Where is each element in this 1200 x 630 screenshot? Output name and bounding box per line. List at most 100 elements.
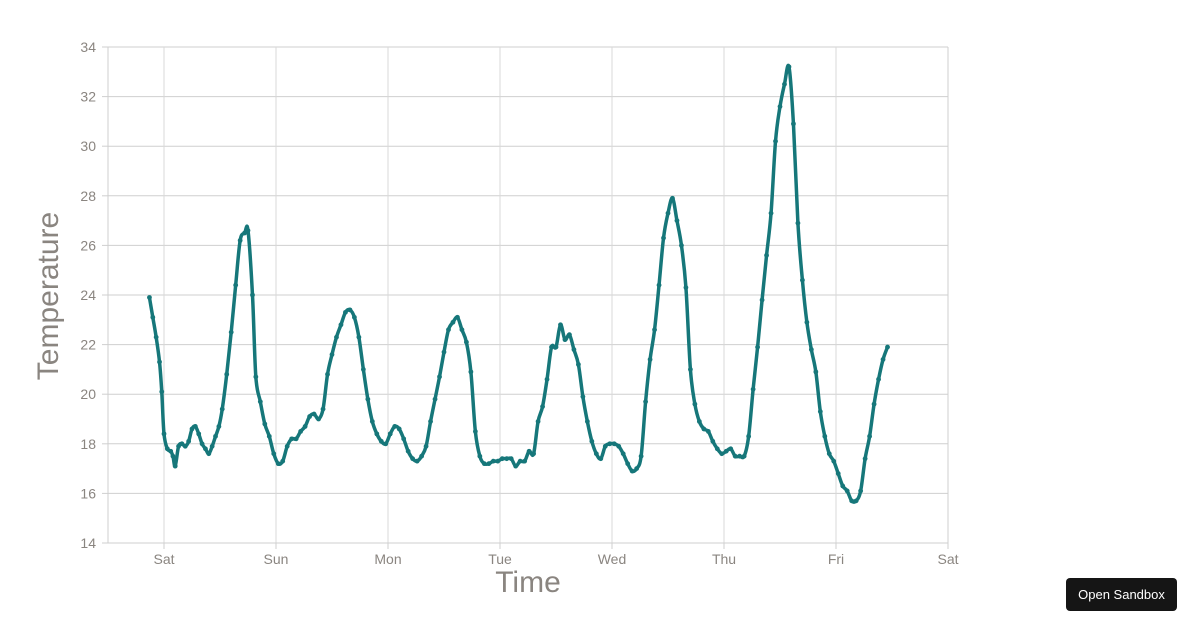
data-point (562, 337, 568, 343)
y-tick-label: 14 (80, 535, 96, 551)
data-point (643, 399, 648, 405)
data-point (531, 451, 536, 457)
data-point (679, 243, 684, 248)
data-point (396, 426, 402, 432)
data-point (611, 441, 617, 447)
data-point (826, 451, 832, 457)
data-point (405, 448, 411, 454)
data-point (213, 433, 218, 439)
data-point (302, 424, 308, 429)
data-point (387, 431, 393, 437)
data-point (369, 419, 375, 424)
data-point (437, 374, 442, 380)
data-point (759, 297, 765, 303)
y-tick-label: 34 (80, 39, 96, 55)
data-point (683, 285, 689, 290)
data-point (293, 436, 299, 442)
data-point (773, 138, 778, 144)
chart-axes (102, 46, 949, 549)
data-point (206, 451, 212, 457)
open-sandbox-button[interactable]: Open Sandbox (1066, 578, 1177, 611)
data-point (325, 371, 330, 377)
y-tick-label: 20 (80, 386, 96, 402)
data-point (844, 488, 850, 494)
data-point (164, 446, 170, 452)
data-point (880, 357, 886, 362)
data-point (522, 458, 528, 464)
x-tick-label: Fri (828, 551, 844, 567)
data-point (250, 292, 255, 298)
x-tick-label: Sat (153, 551, 174, 567)
data-point (661, 235, 666, 241)
data-point (867, 433, 872, 439)
data-point (179, 441, 185, 447)
data-point (468, 369, 474, 375)
data-point (504, 456, 510, 462)
data-point (876, 376, 881, 382)
data-point (172, 463, 178, 469)
y-tick-label: 28 (80, 188, 96, 204)
data-point (298, 429, 304, 434)
data-point (580, 394, 586, 400)
data-point (271, 451, 277, 457)
data-point (334, 334, 339, 340)
data-point (280, 458, 286, 464)
data-point (638, 453, 644, 459)
data-point (746, 433, 752, 439)
data-point (150, 314, 156, 320)
data-point (224, 371, 230, 377)
data-point (849, 498, 855, 504)
data-point (275, 461, 281, 467)
x-tick-label: Tue (488, 551, 512, 567)
data-point (629, 468, 635, 474)
data-point (168, 448, 174, 454)
data-point (723, 448, 729, 454)
data-point (777, 104, 783, 109)
data-point (688, 367, 693, 372)
data-point (153, 334, 159, 340)
data-point (192, 424, 198, 429)
data-point (352, 314, 357, 320)
data-point (161, 431, 167, 437)
data-point (589, 438, 595, 444)
data-point (540, 404, 545, 409)
data-point (665, 210, 671, 216)
data-point (696, 419, 702, 424)
y-tick-label: 22 (80, 337, 96, 353)
x-tick-label: Sat (937, 551, 958, 567)
data-point (419, 453, 424, 459)
data-point (835, 471, 841, 476)
data-point (464, 339, 469, 345)
y-tick-label: 30 (80, 138, 96, 154)
data-point (804, 319, 810, 325)
data-point (311, 411, 317, 417)
data-point (616, 443, 622, 449)
y-tick-label: 26 (80, 237, 96, 253)
data-point (670, 195, 675, 201)
data-point (755, 344, 760, 350)
data-point (365, 396, 371, 402)
temperature-series-line (147, 63, 890, 504)
data-point (791, 121, 796, 127)
x-tick-label: Wed (598, 551, 627, 567)
data-point (571, 347, 577, 352)
data-point (553, 344, 559, 350)
data-point (242, 230, 248, 236)
data-point (576, 362, 581, 367)
data-point (481, 461, 487, 467)
data-point (508, 456, 514, 462)
data-point (262, 421, 268, 427)
data-point (428, 419, 433, 424)
data-point (584, 419, 590, 424)
data-point (634, 466, 640, 471)
data-point (170, 453, 176, 459)
y-tick-label: 32 (80, 89, 96, 105)
data-point (549, 344, 554, 350)
data-point (647, 357, 653, 362)
data-point (253, 374, 259, 380)
data-point (871, 401, 877, 407)
data-point (455, 314, 460, 320)
data-point (840, 483, 846, 489)
data-point (795, 220, 801, 226)
